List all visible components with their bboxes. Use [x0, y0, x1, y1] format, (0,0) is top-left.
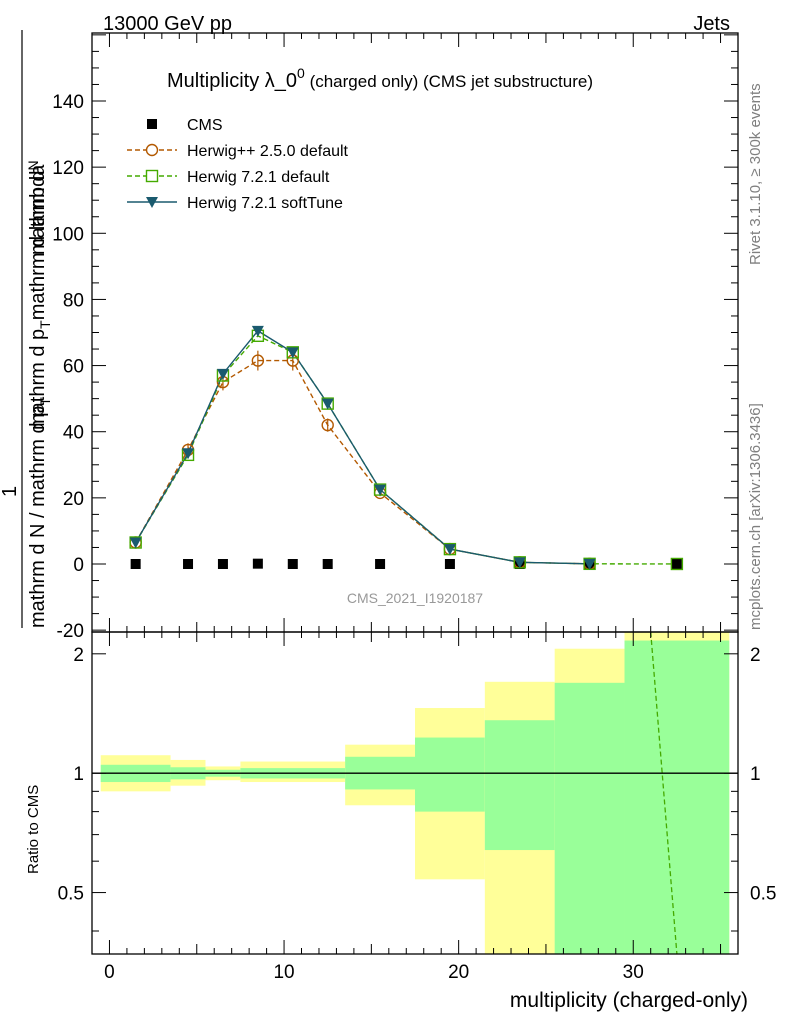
- ylabel-one: 1: [0, 486, 21, 497]
- y-tick-label: 0: [73, 555, 84, 576]
- marker-herwig-2-5-0-default: [321, 418, 334, 432]
- ratio-band-inner-6: [484, 720, 555, 851]
- marker-cms: [183, 559, 194, 569]
- y-tick-label: 100: [52, 224, 84, 245]
- analysis-id: CMS_2021_I1920187: [347, 590, 483, 606]
- y-tick-label: 20: [63, 489, 84, 510]
- y-tick-label: -20: [57, 621, 84, 642]
- ratio-line-herwig-7-default: [650, 631, 678, 955]
- marker-cms: [130, 559, 141, 569]
- header-left: 13000 GeV pp: [103, 13, 232, 35]
- legend-marker-2: [145, 169, 159, 183]
- marker-herwig-7-2-1-default: [670, 557, 684, 571]
- ratio-band-inner-5: [415, 737, 485, 812]
- x-tick-label: 30: [623, 962, 644, 983]
- rivet-label: Rivet 3.1.10, ≥ 300k events: [747, 83, 764, 265]
- ratio-panel: [92, 631, 738, 955]
- marker-herwig-7-2-1-softtune: [583, 558, 596, 570]
- y-tick-label: 40: [63, 423, 84, 444]
- y-tick-label: 140: [52, 92, 84, 113]
- ratio-tick-label-right: 2: [750, 645, 761, 666]
- marker-cms: [671, 559, 682, 569]
- series-line-herwig-7-2-1-softtune: [135, 329, 590, 565]
- y-tick-label: 60: [63, 357, 84, 378]
- marker-cms: [287, 559, 298, 569]
- marker-herwig-7-2-1-softtune: [321, 398, 334, 410]
- legend-marker-1: [145, 143, 159, 157]
- ratio-tick-label-right: 1: [750, 764, 761, 785]
- ratio-tick-label-left: 1: [73, 764, 84, 785]
- marker-herwig-7-2-1-softtune: [182, 448, 195, 460]
- marker-herwig-7-2-1-softtune: [251, 325, 264, 337]
- marker-herwig-7-2-1-softtune: [129, 537, 142, 549]
- ylabel-top: mathrm dN: [25, 160, 49, 255]
- y-tick-label: 120: [52, 158, 84, 179]
- marker-herwig-7-2-1-softtune: [374, 484, 387, 496]
- legend-label-3: Herwig 7.2.1 softTune: [187, 195, 343, 212]
- legend-marker-3: [146, 197, 158, 208]
- marker-herwig-7-2-1-softtune: [513, 557, 526, 569]
- x-axis-label: multiplicity (charged-only): [510, 989, 748, 1012]
- ratio-band-inner-8: [624, 640, 730, 954]
- marker-herwig-2-5-0-default: [251, 354, 265, 367]
- x-tick-label: 20: [448, 962, 469, 983]
- marker-herwig-7-2-1-softtune: [216, 368, 229, 380]
- marker-cms: [444, 559, 455, 569]
- marker-cms: [217, 559, 228, 569]
- marker-herwig-7-2-1-softtune: [286, 347, 299, 359]
- ratio-ylabel: Ratio to CMS: [25, 785, 42, 874]
- x-tick-label: 10: [273, 962, 294, 983]
- ratio-tick-label-left: 2: [73, 645, 84, 666]
- legend-label-2: Herwig 7.2.1 default: [187, 169, 330, 186]
- main-ylabel: mathrm dN mathrm d pTmathrm d lambda 1 m…: [0, 30, 53, 628]
- marker-herwig-7-2-1-softtune: [443, 544, 456, 556]
- ylabel-mid: mathrm d pTmathrm d lambda: [27, 164, 53, 430]
- marker-cms: [322, 559, 333, 569]
- ratio-tick-label-right: 0.5: [750, 884, 776, 905]
- x-tick-label: 0: [104, 962, 115, 983]
- header-right: Jets: [693, 13, 730, 35]
- legend: CMS Herwig++ 2.5.0 default Herwig 7.2.1 de…: [127, 117, 349, 212]
- ratio-tick-label-left: 0.5: [58, 884, 84, 905]
- main-panel: [129, 325, 684, 571]
- ylabel-bottom: mathrm d N / mathrm d pT: [27, 397, 53, 628]
- legend-label-0: CMS: [187, 117, 223, 134]
- chart-title: Multiplicity λ_00 (charged only) (CMS je…: [167, 65, 593, 92]
- legend-label-1: Herwig++ 2.5.0 default: [187, 143, 349, 160]
- ratio-frame: [91, 631, 739, 955]
- legend-marker-0: [147, 119, 157, 129]
- marker-cms: [252, 558, 263, 569]
- y-tick-label: 80: [63, 290, 84, 311]
- mcplots-label: mcplots.cern.ch [arXiv:1306.3436]: [747, 403, 764, 630]
- ratio-band-inner-7: [554, 682, 625, 954]
- marker-cms: [375, 559, 386, 569]
